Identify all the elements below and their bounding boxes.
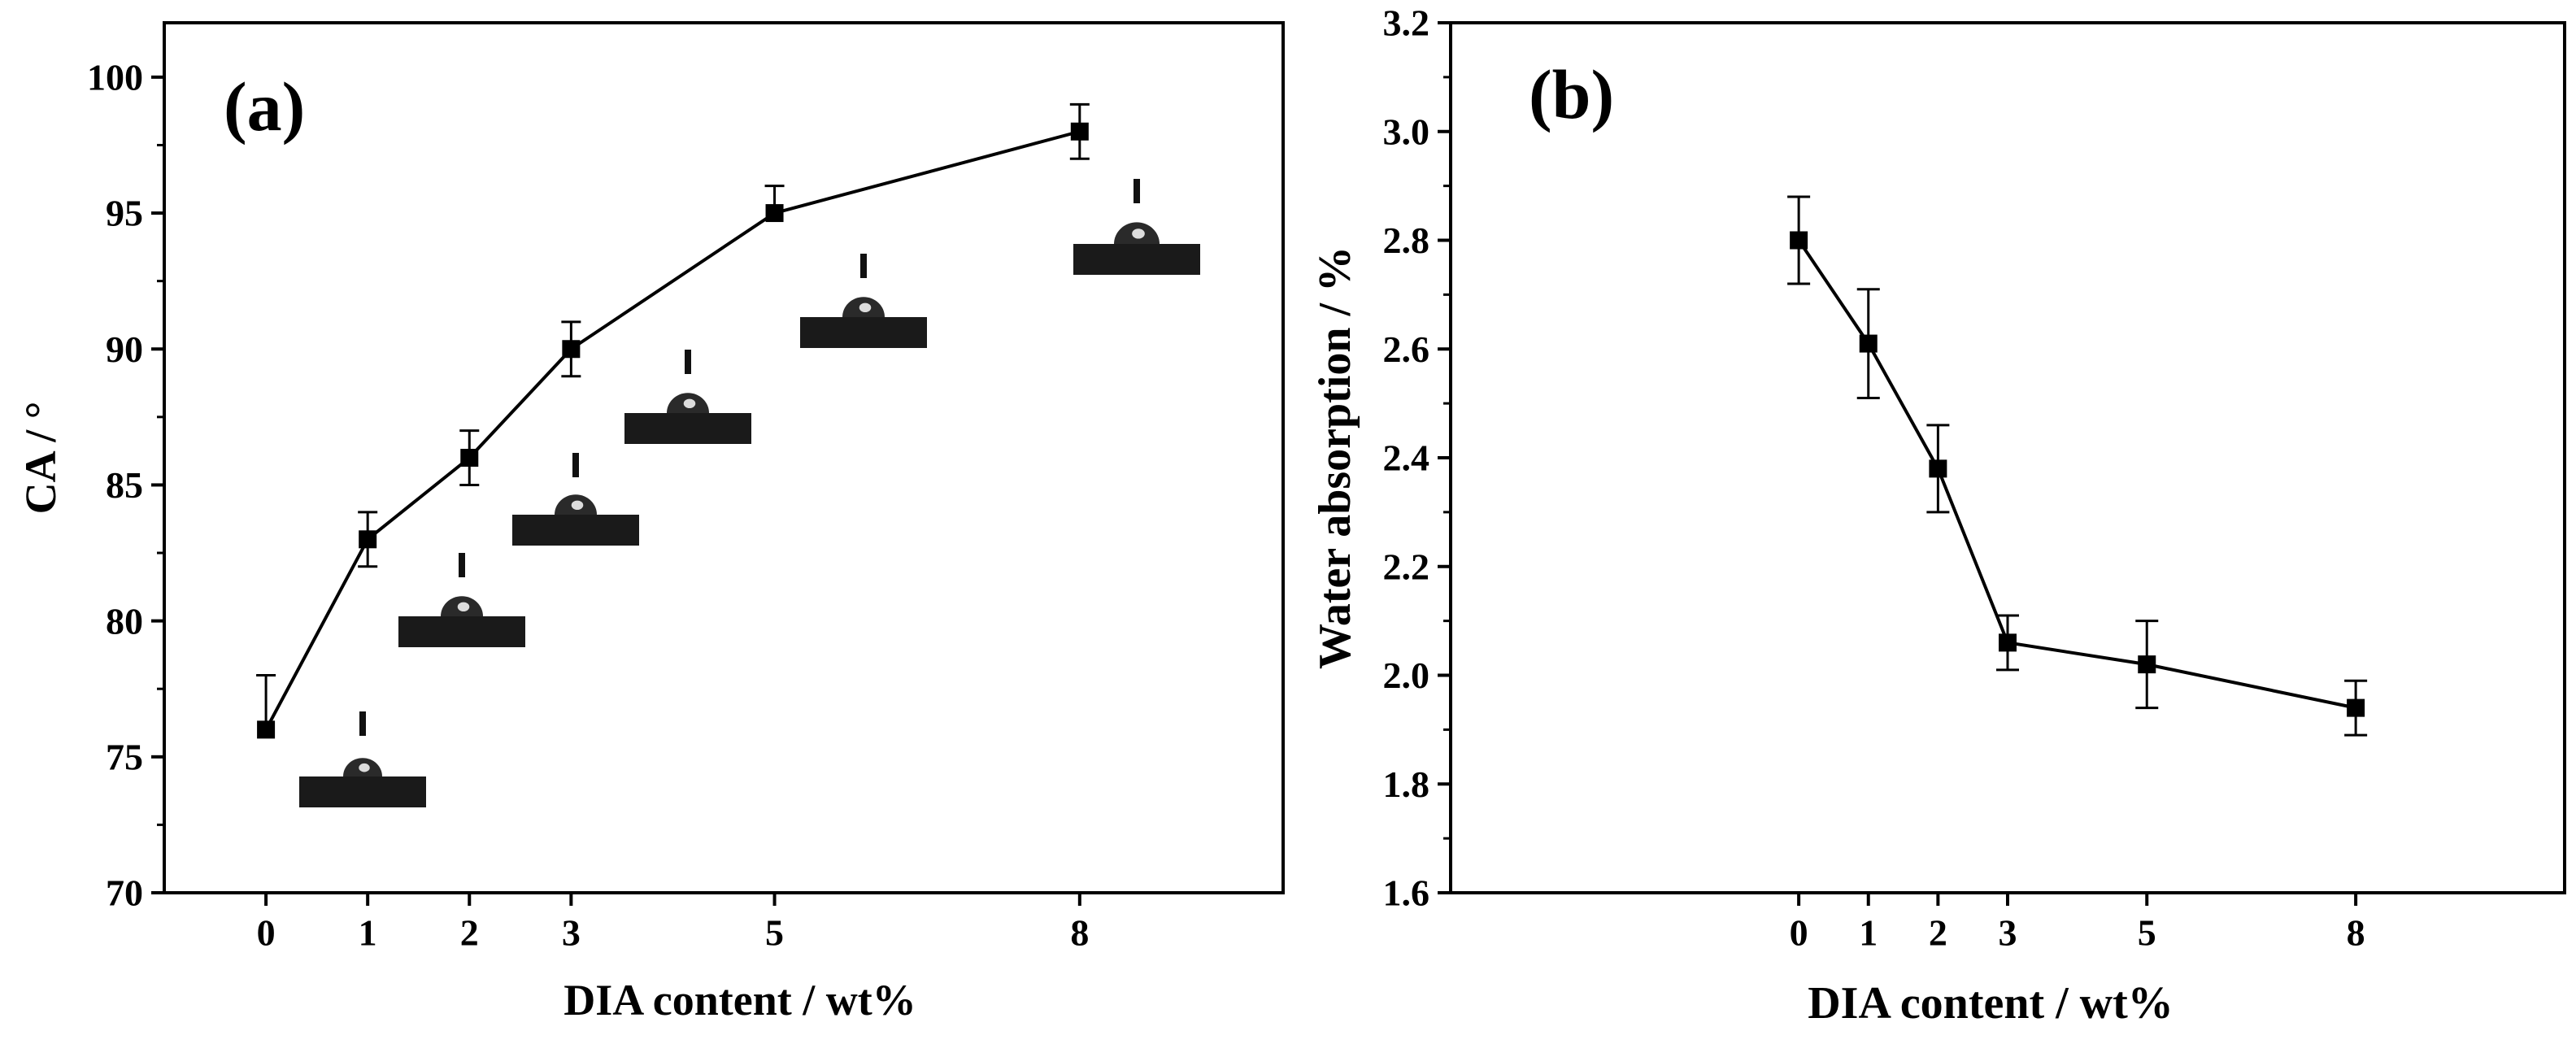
panel-b-marker [1790,231,1808,250]
panel-b-ticks: 1.6 1.8 2.0 2.2 2.4 2.6 2.8 3.0 3.2 0 1 2 3 5 8 [1383,2,2365,954]
panel-a-ticks: 70 75 80 85 90 95 100 0 1 2 3 5 8 [87,57,1089,954]
panel-b-y-tick-label: 3.0 [1383,111,1430,152]
panel-a-marker [359,530,377,549]
droplet-highlight [683,398,696,409]
panel-a-x-tick-label: 0 [257,911,276,953]
panel-b-plot-frame [1449,21,2566,894]
panel-b-marker [1859,334,1878,353]
droplet-highlight [359,763,370,772]
panel-a-y-tick-label: 85 [106,464,143,506]
panel-b-data [1787,195,2368,737]
panel-a-x-tick-label: 2 [460,911,479,953]
panel-b-marker [2347,698,2365,717]
panel-a-marker [1070,122,1089,141]
panel-a-y-tick-label: 75 [106,736,143,777]
panel-a-x-tick-label: 3 [562,911,581,953]
droplet-needle [685,350,691,374]
panel-a-y-tick-label: 80 [106,600,143,642]
panel-b-marker [2138,655,2156,674]
panel-b-x-tick-label: 2 [1929,911,1947,953]
panel-b-marker [1999,633,2017,652]
panel-a-series-line [264,129,1081,731]
panel-a-y-tick-label: 70 [106,872,143,914]
droplet-highlight [1132,228,1145,239]
droplet-highlight [571,500,584,511]
panel-a-y-tick-label: 95 [106,193,143,234]
droplet-substrate [512,515,639,546]
panel-b-y-tick-label: 2.4 [1383,437,1430,479]
panel-a-y-tick-label: 90 [106,328,143,370]
panel-b-marker [1929,459,1947,478]
droplet-substrate [800,317,927,348]
panel-a-x-tick-label: 8 [1070,911,1089,953]
panel-b-y-tick-label: 2.2 [1383,546,1430,587]
panel-a-y-tick-label: 100 [87,57,143,98]
panel-a-y-axis-label: CA / ° [16,402,65,515]
panel-a-chart: (a) 70 75 80 85 90 95 100 0 1 2 3 5 8 DIA content / … [16,21,1285,1024]
panel-b-y-tick-label: 2.0 [1383,655,1430,696]
droplet-substrate [624,413,751,444]
panel-a-x-axis-label: DIA content / wt% [564,976,916,1024]
panel-b-x-tick-label: 5 [2138,911,2156,953]
droplet-needle [359,711,366,736]
droplet-substrate [1073,244,1200,275]
panel-b-y-axis-label: Water absorption / % [1310,246,1360,669]
droplet-needle [1134,179,1140,203]
panel-b-x-tick-label: 1 [1859,911,1878,953]
panel-a-marker [562,340,581,359]
panel-a-x-tick-label: 5 [765,911,784,953]
panel-b-x-tick-label: 3 [1999,911,2017,953]
panel-b-chart: (b) 1.6 1.8 2.0 2.2 2.4 2.6 2.8 3.0 3.2 0 1 2 3 5 8 DI… [1310,2,2566,1029]
panel-b-y-tick-label: 3.2 [1383,2,1430,44]
panel-a-droplet-images [299,179,1200,807]
panel-a-marker [257,720,276,739]
panel-a-data [256,102,1090,739]
panel-b-x-tick-label: 0 [1790,911,1808,953]
panel-a-label: (a) [224,67,305,146]
droplet-highlight [859,302,872,313]
droplet-needle [572,453,579,477]
panel-b-x-axis-label: DIA content / wt% [1808,978,2174,1029]
droplet-substrate [299,776,426,807]
panel-b-y-tick-label: 2.8 [1383,220,1430,261]
panel-b-y-tick-label: 2.6 [1383,328,1430,370]
panel-b-series-line [1797,239,2356,710]
panel-a-plot-frame [163,21,1285,894]
droplet-highlight [457,602,470,612]
panel-a-marker [765,204,784,223]
panel-a-x-tick-label: 1 [359,911,377,953]
panel-b-y-tick-label: 1.6 [1383,872,1430,914]
panel-b-y-tick-label: 1.8 [1383,763,1430,805]
panel-b-x-tick-label: 8 [2347,911,2365,953]
droplet-needle [860,254,867,278]
panel-b-label: (b) [1529,55,1614,133]
panel-a-marker [460,449,479,467]
droplet-needle [459,553,465,577]
droplet-substrate [398,616,525,647]
